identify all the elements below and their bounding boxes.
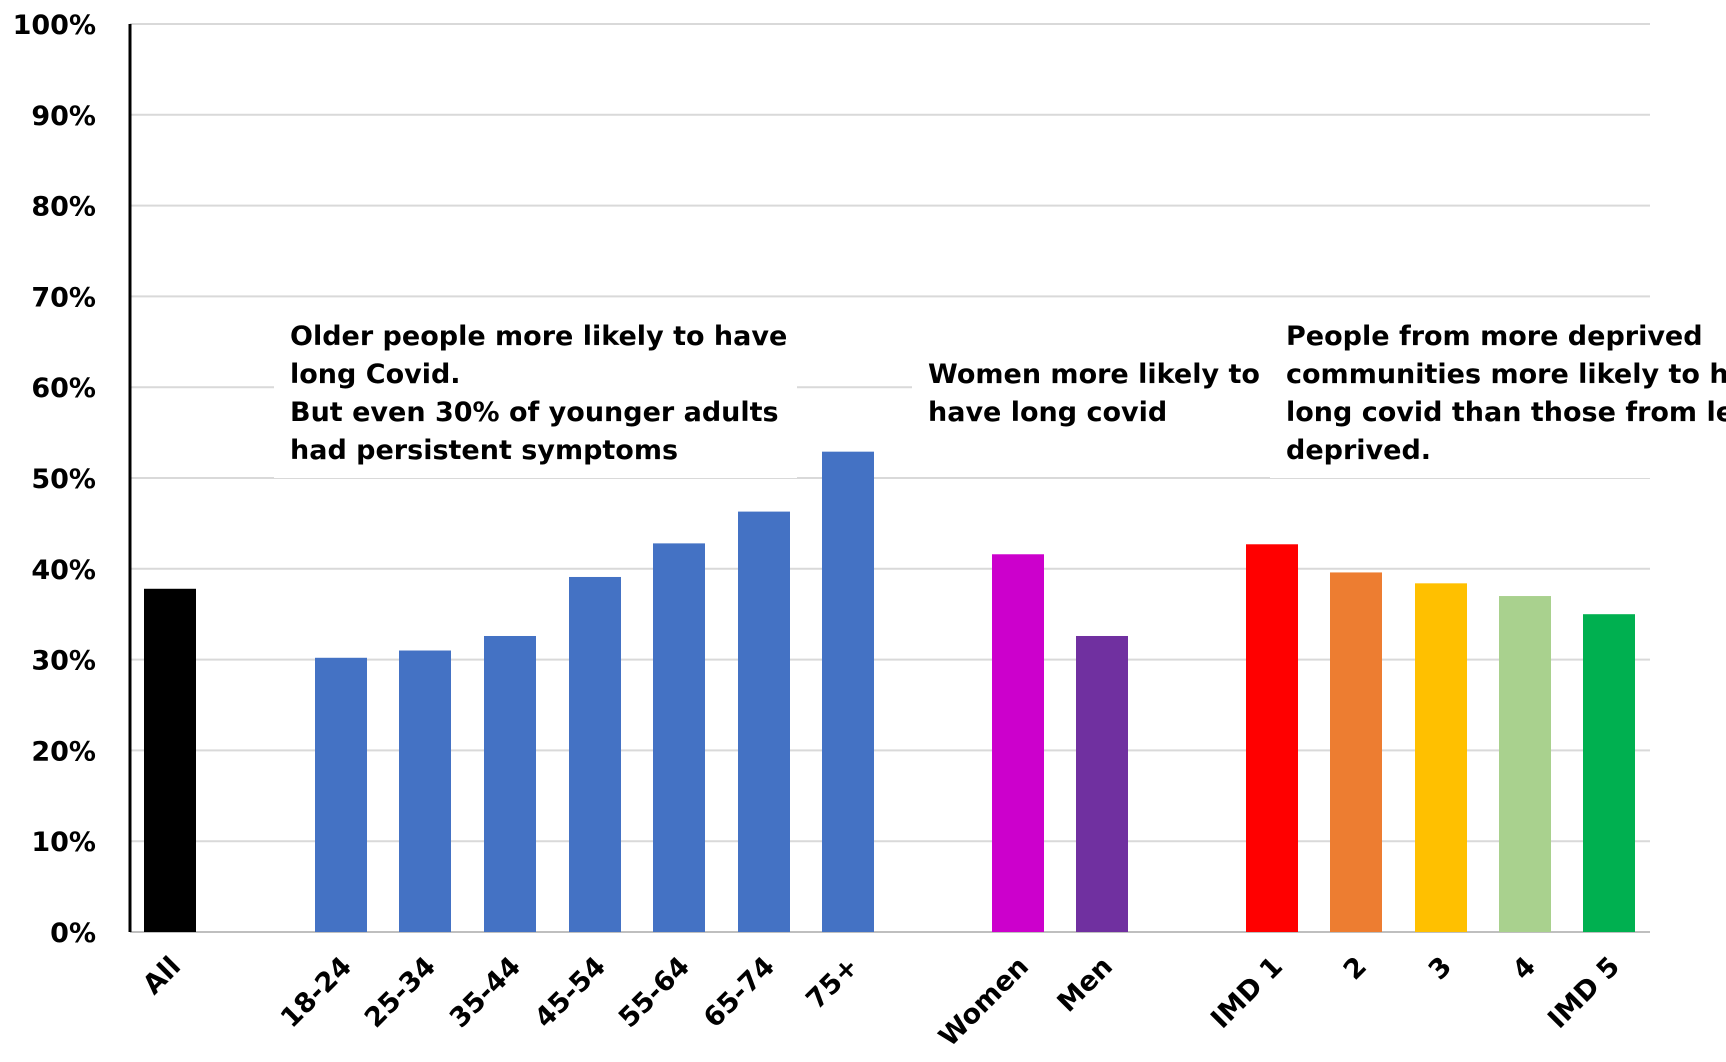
annotation-deprivation-line-1: People from more deprived	[1286, 321, 1703, 352]
y-tick-label-10: 10%	[31, 827, 96, 858]
annotation-deprivation-line-4: deprived.	[1286, 435, 1432, 466]
x-tick-label-75: 75+	[800, 951, 864, 1015]
bar-75	[822, 451, 874, 932]
bar-35-44	[484, 635, 536, 932]
x-tick-label-25-34: 25-34	[359, 951, 442, 1034]
x-tick-label-35-44: 35-44	[444, 951, 527, 1034]
bar-65-74	[738, 511, 790, 932]
y-tick-label-80: 80%	[31, 192, 96, 223]
y-tick-label-70: 70%	[31, 282, 96, 313]
bar-2	[1330, 572, 1382, 932]
bar-45-54	[569, 576, 621, 932]
x-tick-label-2: 2	[1338, 951, 1373, 986]
x-tick-label-imd-5: IMD 5	[1542, 951, 1626, 1035]
bar-4	[1499, 596, 1551, 932]
x-tick-label-18-24: 18-24	[275, 951, 358, 1034]
annotation-deprivation: People from more deprived communities mo…	[1270, 314, 1726, 478]
bar-55-64	[653, 543, 705, 932]
y-tick-label-30: 30%	[31, 646, 96, 677]
y-axis-tick-labels: 0% 10% 20% 30% 40% 50% 60% 70% 80% 90% 100%	[13, 10, 96, 949]
bar-all	[144, 588, 196, 932]
bar-3	[1415, 583, 1467, 932]
x-tick-label-4: 4	[1507, 951, 1542, 986]
annotation-deprivation-line-3: long covid than those from less	[1286, 397, 1726, 428]
annotation-age-line-4: had persistent symptoms	[290, 435, 679, 466]
annotation-sex-line-2: have long covid	[928, 397, 1168, 428]
bar-18-24	[315, 657, 367, 932]
y-tick-label-0: 0%	[50, 918, 96, 949]
x-tick-label-45-54: 45-54	[529, 951, 612, 1034]
x-axis-tick-labels: All 18-24 25-34 35-44 45-54 55-64 65-74 75+ Wome…	[137, 951, 1626, 1053]
y-tick-label-50: 50%	[31, 464, 96, 495]
annotation-deprivation-line-2: communities more likely to have	[1286, 359, 1726, 390]
x-tick-label-65-74: 65-74	[698, 951, 781, 1034]
x-tick-label-all: All	[137, 951, 187, 1001]
bars	[144, 451, 1635, 932]
y-tick-label-20: 20%	[31, 736, 96, 767]
annotation-age-line-1: Older people more likely to have	[290, 321, 788, 352]
x-tick-label-3: 3	[1423, 951, 1458, 986]
bar-25-34	[399, 650, 451, 932]
x-tick-label-women: Women	[933, 951, 1035, 1053]
bar-women	[992, 554, 1044, 932]
bar-men	[1076, 635, 1128, 932]
annotation-sex: Women more likely to have long covid	[912, 352, 1270, 440]
annotation-sex-line-1: Women more likely to	[928, 359, 1260, 390]
x-tick-label-men: Men	[1051, 951, 1118, 1018]
y-tick-label-60: 60%	[31, 373, 96, 404]
y-tick-label-40: 40%	[31, 555, 96, 586]
annotation-age: Older people more likely to have long Co…	[274, 314, 798, 478]
bar-imd-5	[1583, 614, 1635, 932]
annotation-age-line-2: long Covid.	[290, 359, 461, 390]
y-tick-label-90: 90%	[31, 101, 96, 132]
x-tick-label-55-64: 55-64	[613, 951, 696, 1034]
y-tick-label-100: 100%	[13, 10, 96, 41]
bar-imd-1	[1246, 544, 1298, 932]
annotation-age-line-3: But even 30% of younger adults	[290, 397, 779, 428]
x-tick-label-imd-1: IMD 1	[1205, 951, 1289, 1035]
